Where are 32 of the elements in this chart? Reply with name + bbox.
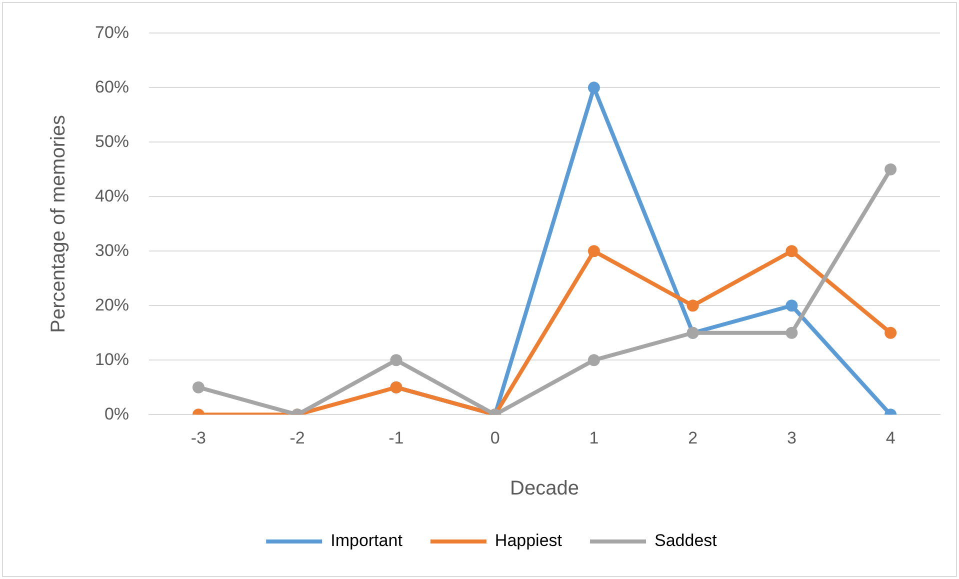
x-tick-label: 2: [688, 428, 698, 448]
y-tick-label: 50%: [94, 132, 130, 151]
legend-label: Happiest: [494, 531, 562, 550]
point: [390, 354, 402, 366]
y-tick-label: 0%: [104, 404, 130, 424]
y-tick-label: 40%: [94, 186, 130, 206]
point: [588, 354, 600, 366]
point: [192, 381, 204, 394]
point: [786, 300, 798, 312]
y-tick-label: 70%: [94, 22, 130, 42]
x-axis-title: Decade: [510, 478, 579, 500]
x-tick-label: -2: [290, 428, 305, 448]
point: [588, 82, 600, 94]
x-tick-label: 3: [786, 428, 796, 448]
point: [588, 245, 600, 258]
legend-label: Saddest: [654, 531, 718, 550]
y-tick-label: 20%: [94, 295, 130, 314]
legend-label: Important: [330, 531, 403, 550]
y-tick-label: 30%: [94, 240, 130, 260]
point: [884, 163, 897, 176]
point: [786, 245, 798, 258]
x-tick-label: 0: [490, 428, 500, 448]
x-tick-label: -3: [190, 428, 206, 448]
y-axis-title: Percentage of memories: [48, 114, 70, 333]
point: [884, 326, 897, 339]
x-tick-label: 4: [886, 428, 896, 448]
point: [686, 300, 699, 312]
y-tick-label: 60%: [94, 77, 130, 96]
x-tick-label: 1: [589, 428, 599, 448]
x-tick-label: -1: [388, 428, 404, 448]
point: [786, 326, 798, 339]
y-tick-label: 10%: [94, 350, 130, 369]
